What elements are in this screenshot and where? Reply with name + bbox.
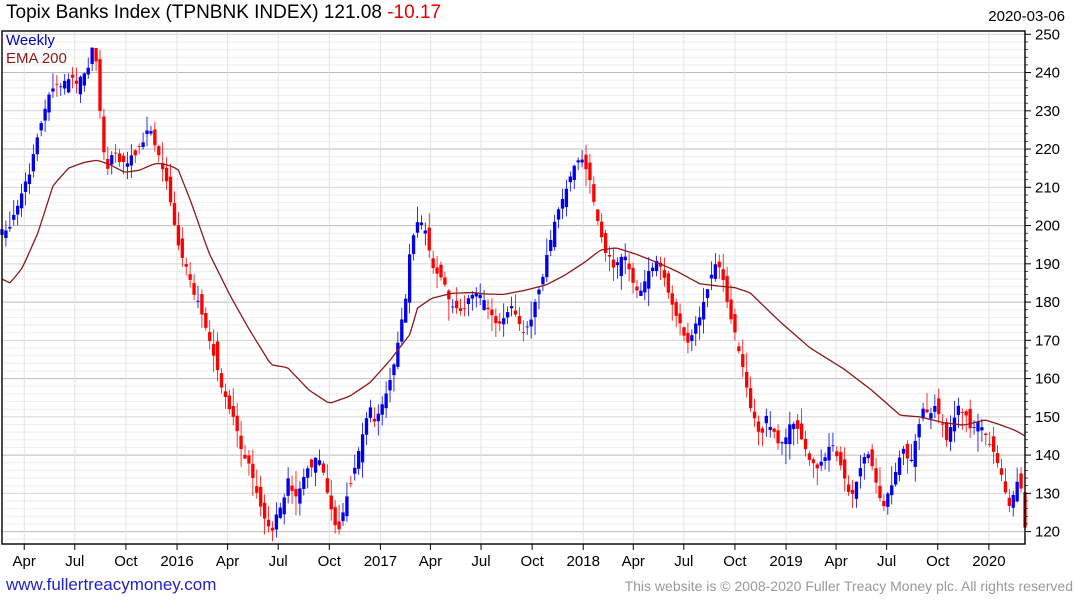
svg-text:120: 120: [1035, 524, 1060, 541]
svg-text:2016: 2016: [160, 553, 193, 570]
svg-text:220: 220: [1035, 141, 1060, 158]
svg-text:130: 130: [1035, 485, 1060, 502]
svg-text:Oct: Oct: [318, 553, 342, 570]
svg-text:Jul: Jul: [471, 553, 490, 570]
svg-text:Oct: Oct: [114, 553, 138, 570]
svg-text:150: 150: [1035, 409, 1060, 426]
svg-text:Jul: Jul: [65, 553, 84, 570]
svg-text:140: 140: [1035, 447, 1060, 464]
svg-text:230: 230: [1035, 103, 1060, 120]
svg-text:2017: 2017: [364, 553, 397, 570]
svg-text:2020: 2020: [972, 553, 1005, 570]
svg-text:Apr: Apr: [13, 553, 36, 570]
svg-text:Oct: Oct: [926, 553, 950, 570]
svg-text:Apr: Apr: [824, 553, 847, 570]
svg-text:Jul: Jul: [877, 553, 896, 570]
svg-text:250: 250: [1035, 26, 1060, 43]
svg-text:Apr: Apr: [216, 553, 239, 570]
svg-text:240: 240: [1035, 65, 1060, 82]
svg-text:2019: 2019: [769, 553, 802, 570]
svg-text:Apr: Apr: [622, 553, 645, 570]
svg-text:Oct: Oct: [723, 553, 747, 570]
svg-text:210: 210: [1035, 179, 1060, 196]
svg-text:Jul: Jul: [269, 553, 288, 570]
svg-text:Jul: Jul: [674, 553, 693, 570]
svg-text:190: 190: [1035, 256, 1060, 273]
svg-text:Oct: Oct: [520, 553, 544, 570]
svg-text:180: 180: [1035, 294, 1060, 311]
svg-text:2018: 2018: [567, 553, 600, 570]
svg-text:160: 160: [1035, 371, 1060, 388]
svg-text:Apr: Apr: [419, 553, 442, 570]
svg-text:170: 170: [1035, 332, 1060, 349]
svg-text:200: 200: [1035, 218, 1060, 235]
